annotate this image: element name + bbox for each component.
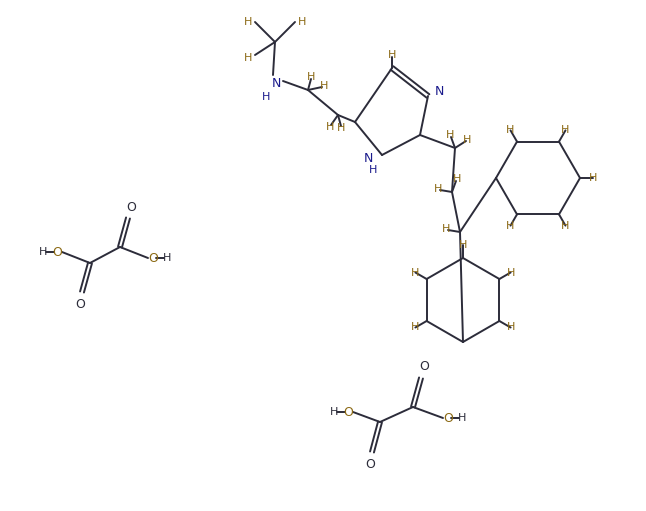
Text: O: O (419, 360, 429, 374)
Text: H: H (298, 17, 306, 27)
Text: H: H (244, 53, 252, 63)
Text: H: H (434, 184, 443, 194)
Text: H: H (320, 81, 328, 91)
Text: H: H (442, 224, 450, 234)
Text: O: O (343, 406, 353, 419)
Text: H: H (561, 125, 570, 135)
Text: H: H (589, 173, 597, 183)
Text: O: O (365, 457, 375, 471)
Text: O: O (443, 411, 453, 425)
Text: H: H (307, 72, 315, 82)
Text: H: H (506, 125, 515, 135)
Text: N: N (434, 84, 444, 98)
Text: H: H (561, 221, 570, 230)
Text: H: H (163, 253, 171, 263)
Text: H: H (506, 221, 515, 230)
Text: H: H (412, 267, 419, 277)
Text: H: H (326, 122, 334, 132)
Text: H: H (262, 92, 270, 102)
Text: H: H (506, 267, 515, 277)
Text: H: H (453, 174, 461, 184)
Text: N: N (363, 151, 373, 165)
Text: H: H (369, 165, 377, 175)
Text: H: H (388, 50, 396, 60)
Text: N: N (271, 77, 281, 89)
Text: O: O (75, 297, 85, 311)
Text: O: O (52, 245, 62, 259)
Text: H: H (244, 17, 252, 27)
Text: H: H (446, 130, 454, 140)
Text: H: H (506, 322, 515, 333)
Text: H: H (39, 247, 47, 257)
Text: O: O (148, 251, 158, 265)
Text: H: H (463, 135, 471, 145)
Text: O: O (126, 200, 136, 214)
Text: H: H (458, 413, 466, 423)
Text: H: H (337, 123, 345, 133)
Text: H: H (330, 407, 339, 417)
Text: H: H (412, 322, 419, 333)
Text: H: H (459, 240, 467, 250)
